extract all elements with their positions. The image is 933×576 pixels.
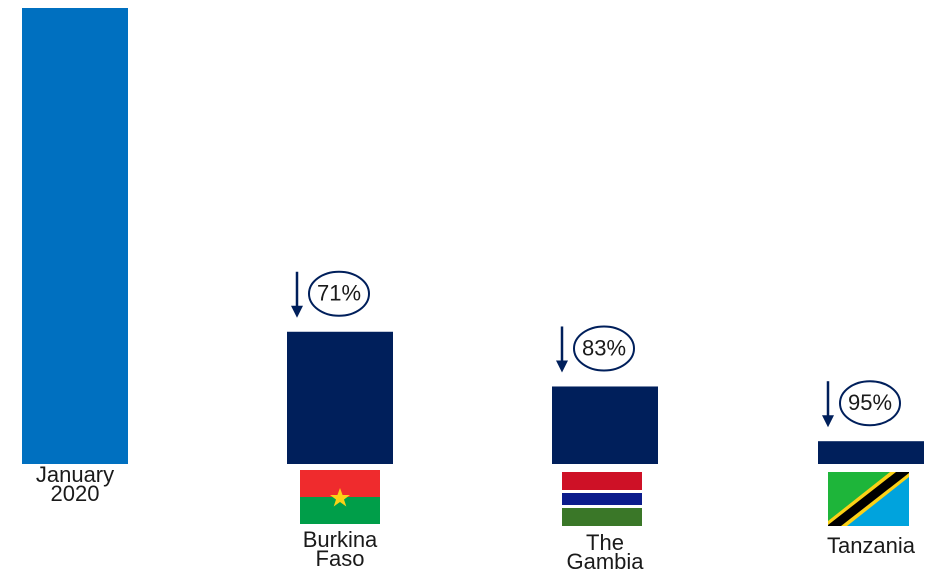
annotation-circle bbox=[573, 325, 635, 372]
annotation-circle bbox=[839, 380, 901, 427]
category-label: January 2020 bbox=[35, 462, 115, 506]
arrow-head bbox=[291, 305, 303, 318]
bar bbox=[22, 8, 128, 464]
bar bbox=[287, 331, 393, 464]
annotation-circle bbox=[308, 270, 370, 317]
category-label: The Gambia bbox=[566, 530, 644, 574]
arrow-head bbox=[556, 360, 568, 373]
arrow-head bbox=[822, 415, 834, 428]
annotation: 95% bbox=[848, 390, 892, 415]
bar bbox=[818, 441, 924, 464]
annotation: 83% bbox=[582, 335, 626, 360]
bar bbox=[552, 386, 658, 464]
category-label: Tanzania bbox=[826, 533, 916, 558]
flag-the-gambia bbox=[562, 472, 642, 526]
flag-burkina-faso bbox=[300, 470, 380, 524]
annotation: 71% bbox=[317, 281, 361, 306]
category-label: Burkina Faso bbox=[302, 527, 378, 571]
flag-tanzania bbox=[828, 472, 909, 526]
